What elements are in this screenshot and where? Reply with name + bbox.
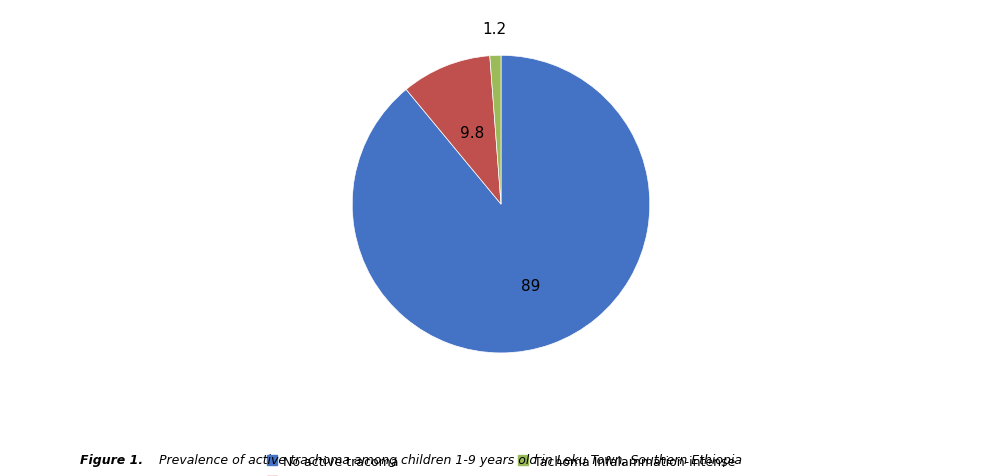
Text: 1.2: 1.2	[482, 22, 506, 37]
Wedge shape	[490, 56, 501, 205]
Wedge shape	[406, 57, 501, 205]
Text: 9.8: 9.8	[460, 126, 484, 140]
Text: 89: 89	[521, 278, 540, 293]
Wedge shape	[352, 56, 650, 353]
Text: Figure 1.: Figure 1.	[80, 453, 143, 466]
Legend: No active tracoma, Trachoma inflammation-folliculi, Tachoma Infalammation-intens: No active tracoma, Trachoma inflammation…	[267, 455, 735, 476]
Text: Prevalence of active trachoma among children 1-9 years old in Leku Town, Souther: Prevalence of active trachoma among chil…	[155, 453, 742, 466]
